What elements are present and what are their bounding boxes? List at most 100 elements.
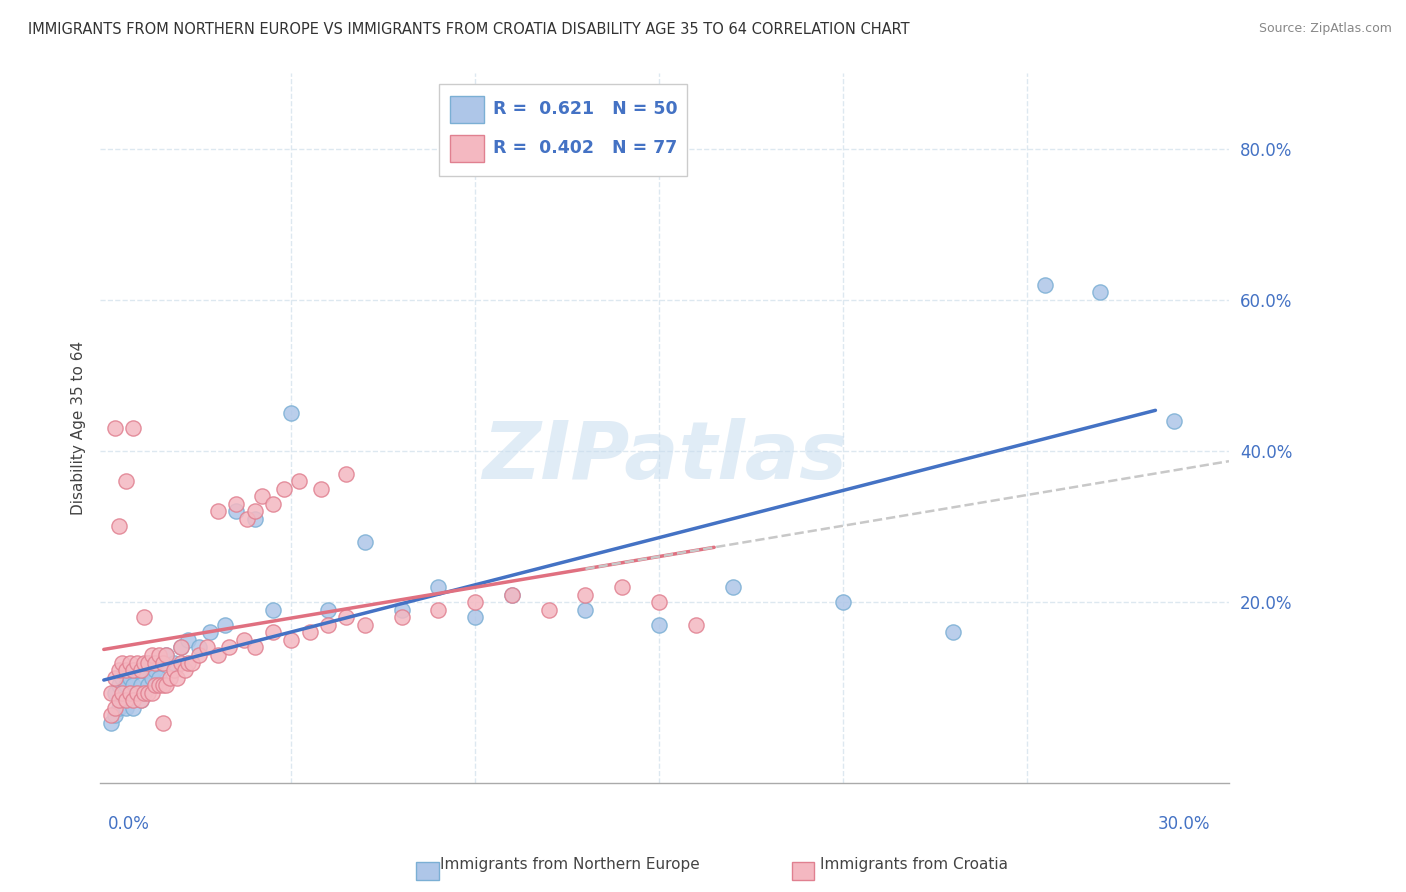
Point — [464, 595, 486, 609]
Point — [262, 602, 284, 616]
Point — [391, 610, 413, 624]
Point — [143, 656, 166, 670]
Point — [335, 467, 357, 481]
Text: IMMIGRANTS FROM NORTHERN EUROPE VS IMMIGRANTS FROM CROATIA DISABILITY AGE 35 TO : IMMIGRANTS FROM NORTHERN EUROPE VS IMMIG… — [28, 22, 910, 37]
Point — [152, 656, 174, 670]
Point — [316, 602, 339, 616]
Point — [122, 421, 145, 435]
Point — [942, 625, 965, 640]
Point — [236, 512, 259, 526]
Text: Immigrants from Northern Europe: Immigrants from Northern Europe — [440, 857, 699, 872]
Point — [148, 671, 170, 685]
Point — [122, 678, 145, 692]
Point — [574, 602, 596, 616]
Point — [537, 602, 560, 616]
Point — [173, 663, 195, 677]
Point — [225, 504, 247, 518]
Point — [262, 497, 284, 511]
Point — [129, 663, 152, 677]
Point — [612, 580, 634, 594]
Point — [118, 686, 141, 700]
Point — [104, 421, 127, 435]
Point — [136, 656, 159, 670]
Point — [427, 602, 450, 616]
Point — [104, 701, 127, 715]
Point — [104, 708, 127, 723]
Point — [1163, 414, 1185, 428]
Point — [111, 686, 134, 700]
Point — [287, 474, 309, 488]
Point — [155, 678, 177, 692]
Point — [195, 640, 218, 655]
FancyBboxPatch shape — [450, 95, 484, 123]
Point — [335, 610, 357, 624]
Point — [125, 686, 148, 700]
Point — [316, 617, 339, 632]
FancyBboxPatch shape — [450, 135, 484, 161]
Point — [136, 678, 159, 692]
Text: 0.0%: 0.0% — [107, 815, 149, 833]
Point — [298, 625, 321, 640]
Point — [136, 686, 159, 700]
Point — [170, 656, 193, 670]
Text: 30.0%: 30.0% — [1159, 815, 1211, 833]
Point — [464, 610, 486, 624]
Point — [354, 617, 377, 632]
Point — [111, 656, 134, 670]
Point — [243, 640, 266, 655]
Point — [141, 671, 163, 685]
Point — [129, 678, 152, 692]
Point — [170, 640, 193, 655]
Point — [125, 686, 148, 700]
Text: R =  0.402   N = 77: R = 0.402 N = 77 — [494, 139, 678, 157]
Point — [115, 701, 138, 715]
Point — [115, 663, 138, 677]
Point — [214, 617, 236, 632]
Point — [148, 648, 170, 662]
Point — [152, 716, 174, 731]
Point — [134, 610, 156, 624]
Point — [250, 489, 273, 503]
Point — [107, 693, 129, 707]
Point — [141, 686, 163, 700]
Point — [685, 617, 707, 632]
Point — [122, 693, 145, 707]
Text: ZIPatlas: ZIPatlas — [482, 417, 846, 496]
Point — [111, 671, 134, 685]
Point — [115, 693, 138, 707]
Point — [648, 595, 671, 609]
Point — [218, 640, 240, 655]
Point — [100, 708, 122, 723]
Point — [354, 534, 377, 549]
Point — [125, 663, 148, 677]
Text: R =  0.621   N = 50: R = 0.621 N = 50 — [494, 100, 678, 119]
Point — [100, 686, 122, 700]
Point — [148, 678, 170, 692]
Point — [134, 686, 156, 700]
Point — [107, 678, 129, 692]
Point — [501, 588, 523, 602]
Point — [152, 656, 174, 670]
Point — [118, 693, 141, 707]
Point — [721, 580, 744, 594]
Point — [107, 519, 129, 533]
Point — [159, 671, 181, 685]
Point — [1090, 285, 1112, 300]
Point — [118, 671, 141, 685]
Point — [574, 588, 596, 602]
Y-axis label: Disability Age 35 to 64: Disability Age 35 to 64 — [72, 341, 86, 516]
Point — [155, 648, 177, 662]
Point — [111, 693, 134, 707]
Point — [122, 663, 145, 677]
Point — [207, 504, 229, 518]
Point — [427, 580, 450, 594]
Point — [177, 656, 200, 670]
Point — [232, 632, 254, 647]
Point — [170, 640, 193, 655]
Point — [143, 678, 166, 692]
Point — [134, 656, 156, 670]
Point — [181, 656, 204, 670]
Point — [125, 656, 148, 670]
Point — [155, 648, 177, 662]
Point — [262, 625, 284, 640]
